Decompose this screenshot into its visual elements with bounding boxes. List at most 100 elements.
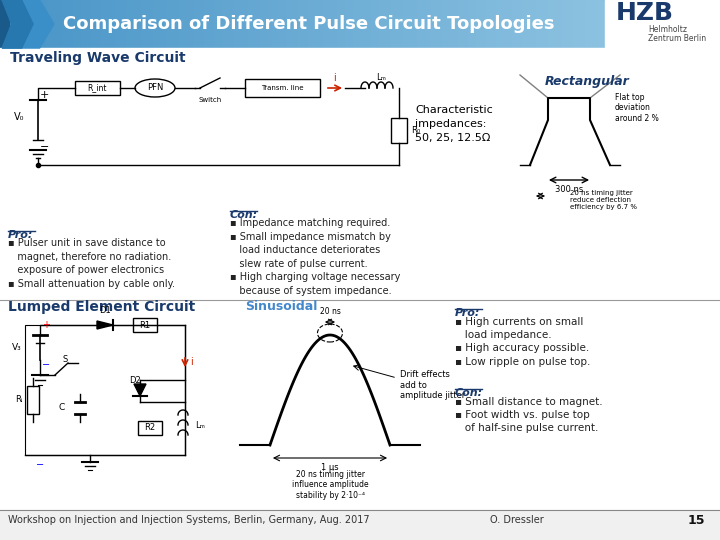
Bar [244, 0, 247, 48]
Bar [381, 0, 384, 48]
Text: Switch: Switch [199, 97, 222, 103]
Bar [353, 0, 356, 48]
Bar [579, 0, 581, 48]
Bar [405, 0, 408, 48]
Bar [373, 0, 376, 48]
Text: ▪ Impedance matching required.
▪ Small impedance mismatch by
   load inductance : ▪ Impedance matching required. ▪ Small i… [230, 218, 400, 296]
Bar [163, 0, 166, 48]
Bar [245, 79, 320, 97]
Bar [0, 0, 9, 48]
Bar [500, 0, 503, 48]
Bar [254, 0, 257, 48]
Bar [119, 0, 122, 48]
Bar [307, 0, 309, 48]
Bar [502, 0, 505, 48]
Bar [516, 0, 519, 48]
Bar [58, 0, 61, 48]
Bar [308, 0, 311, 48]
Bar [577, 0, 580, 48]
Bar [355, 0, 358, 48]
Text: Sinusoidal: Sinusoidal [245, 300, 318, 313]
Text: +: + [42, 320, 50, 330]
Bar [220, 0, 222, 48]
Bar [95, 0, 97, 48]
Bar [60, 0, 63, 48]
Bar [496, 0, 499, 48]
Bar [40, 0, 43, 48]
Bar [268, 0, 271, 48]
Bar [73, 0, 76, 48]
Bar [562, 0, 565, 48]
Bar [589, 0, 591, 48]
Bar [418, 0, 420, 48]
Bar [111, 0, 114, 48]
Text: Con:: Con: [455, 388, 483, 398]
Bar [426, 0, 428, 48]
Bar [532, 0, 535, 48]
Bar [580, 0, 583, 48]
Bar [345, 0, 348, 48]
Bar [423, 0, 426, 48]
Bar [317, 0, 319, 48]
Bar [441, 0, 444, 48]
Bar [585, 0, 588, 48]
Bar [81, 0, 84, 48]
Text: D2: D2 [129, 376, 141, 385]
Bar [169, 0, 172, 48]
Bar [115, 0, 117, 48]
Bar [524, 0, 527, 48]
Polygon shape [134, 384, 146, 396]
Bar [488, 0, 490, 48]
Bar [454, 0, 456, 48]
Bar [492, 0, 495, 48]
Bar [204, 0, 207, 48]
Text: Rᵢ: Rᵢ [16, 395, 23, 404]
Text: 300 ns: 300 ns [555, 185, 583, 194]
Text: 20 ns timing jitter
reduce deflection
efficiency by 6.7 %: 20 ns timing jitter reduce deflection ef… [570, 190, 637, 210]
Bar [14, 0, 17, 48]
Bar [549, 0, 551, 48]
Bar [603, 0, 606, 48]
Bar [449, 0, 452, 48]
Bar [16, 0, 19, 48]
Bar [238, 0, 240, 48]
Bar [464, 0, 467, 48]
Bar [189, 0, 192, 48]
Bar [156, 0, 158, 48]
Bar [393, 0, 396, 48]
Text: 20 ns: 20 ns [320, 307, 341, 316]
Bar [131, 0, 134, 48]
Bar [38, 0, 41, 48]
Bar [210, 0, 212, 48]
Bar [0, 0, 3, 48]
Bar [50, 0, 53, 48]
Bar [451, 0, 454, 48]
Bar [431, 0, 434, 48]
Text: V₃: V₃ [12, 342, 22, 352]
Text: ▪ Pulser unit in save distance to
   magnet, therefore no radiation.
   exposure: ▪ Pulser unit in save distance to magnet… [8, 238, 175, 289]
Bar [318, 0, 321, 48]
Text: R₀: R₀ [411, 126, 420, 135]
Bar [76, 0, 79, 48]
Bar [75, 81, 120, 95]
Bar [335, 0, 338, 48]
Bar [179, 0, 182, 48]
Bar [544, 0, 547, 48]
Bar [554, 0, 557, 48]
Bar [557, 0, 559, 48]
Bar [26, 0, 29, 48]
Bar [161, 0, 164, 48]
Bar [468, 0, 470, 48]
Bar [552, 0, 555, 48]
Bar [32, 0, 35, 48]
Bar [278, 0, 281, 48]
Bar [297, 0, 299, 48]
Bar [99, 0, 102, 48]
Bar [202, 0, 204, 48]
Bar [292, 0, 295, 48]
Bar [174, 0, 176, 48]
Bar [478, 0, 480, 48]
Bar [266, 0, 269, 48]
Bar [91, 0, 94, 48]
Bar [217, 0, 220, 48]
